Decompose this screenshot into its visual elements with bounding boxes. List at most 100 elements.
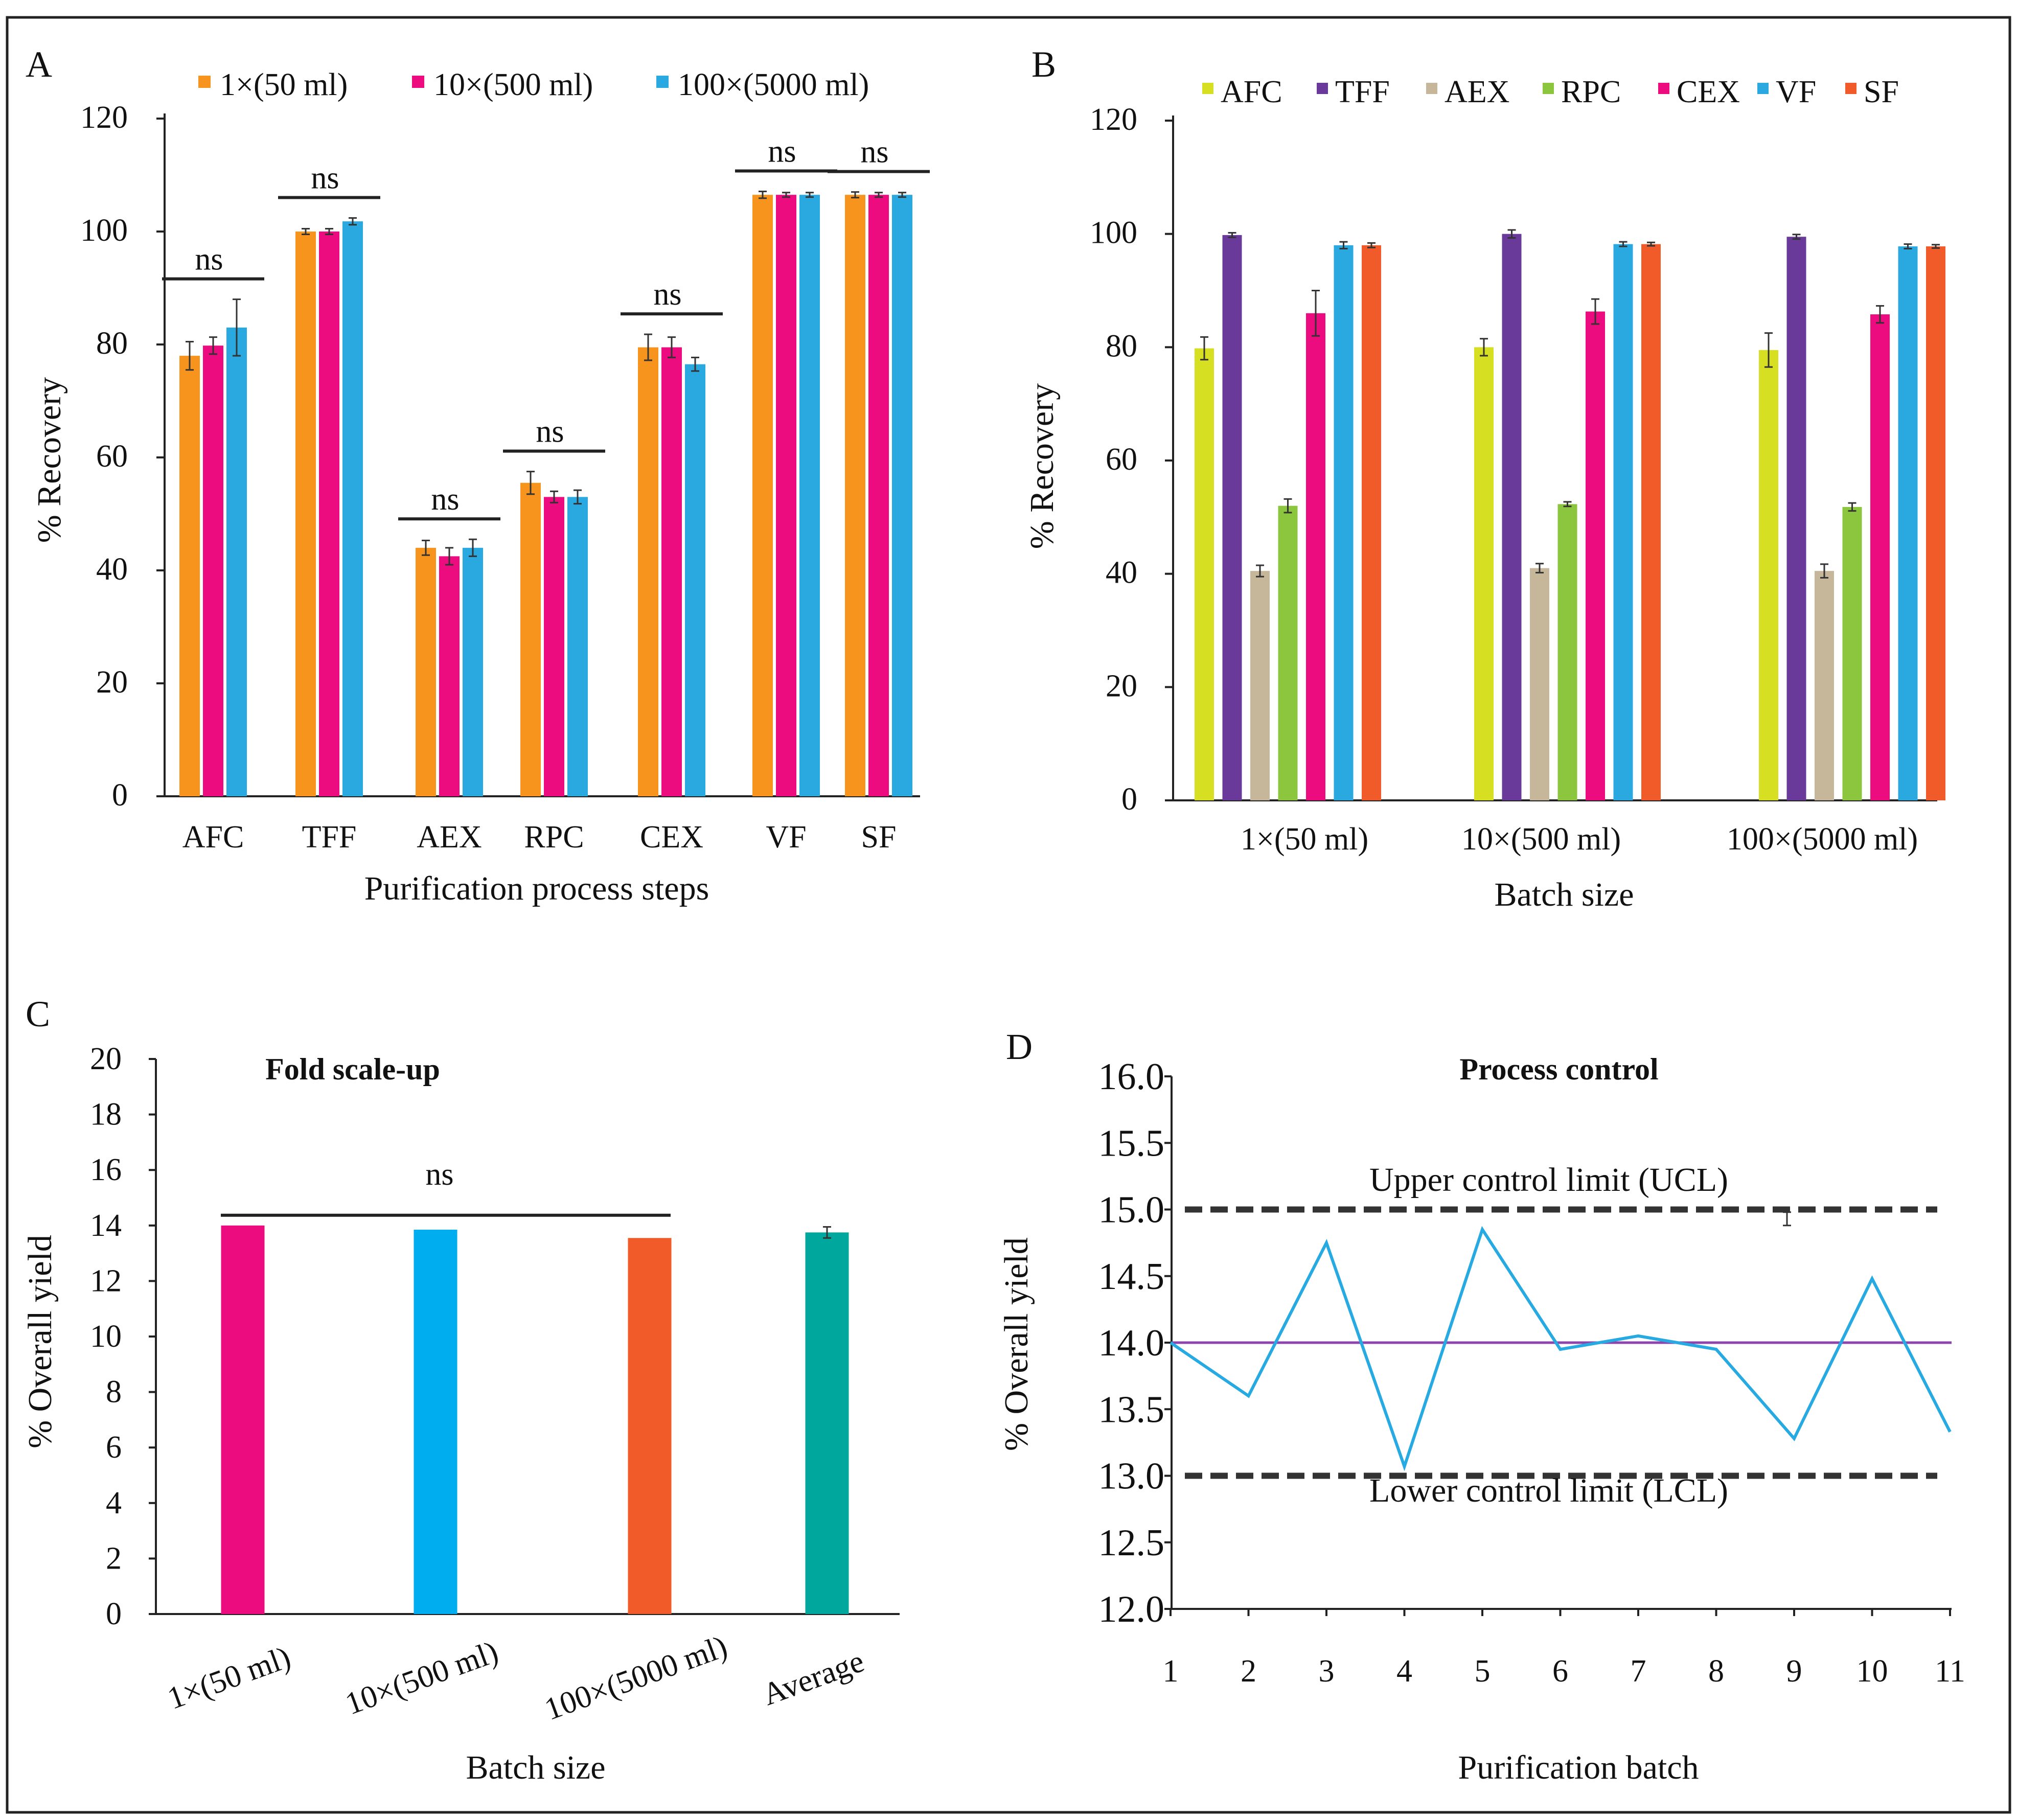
a-bar [661,347,682,796]
b-bar [1842,506,1862,800]
b-legend-swatch [1317,83,1328,94]
b-legend-label: TFF [1335,75,1390,109]
a-bar [416,547,436,796]
a-y-axis-title: % Recovery [31,377,68,543]
a-bar [544,497,564,796]
a-bar [685,364,705,796]
d-x-tick-label: 9 [1786,1654,1802,1689]
a-x-axis-title: Purification process steps [364,870,709,907]
a-y-tick-label: 80 [96,326,128,361]
b-bar [1557,504,1577,800]
a-bar [439,556,460,796]
b-legend: AFC TFF AEX RPC CEX VF SF [1202,75,1899,109]
c-y-tick-label: 2 [106,1541,122,1576]
d-x-tick-label: 1 [1163,1654,1179,1689]
b-y-tick-label: 0 [1121,782,1137,817]
b-bar [1195,348,1214,800]
b-legend-swatch [1757,83,1769,94]
a-significance-label: ns [431,482,459,517]
b-bar [1306,313,1325,800]
c-y-tick-label: 0 [106,1597,122,1631]
c-bar [628,1238,672,1614]
b-bar [1898,246,1918,800]
b-bar [1250,571,1270,800]
a-bar [179,356,200,796]
a-y-tick-label: 0 [112,778,128,813]
b-bar [1586,311,1605,800]
b-legend-swatch [1426,83,1437,94]
d-x-tick-label: 6 [1552,1654,1568,1689]
b-bar [1613,244,1633,800]
b-bar [1641,244,1661,800]
d-x-tick-label: 4 [1396,1654,1412,1689]
b-y-tick-label: 40 [1106,556,1137,590]
b-bar [1362,245,1381,800]
d-x-tick-label: 10 [1856,1654,1888,1689]
d-x-tick-label: 11 [1935,1654,1965,1689]
d-x-axis-title: Purification batch [1458,1749,1699,1786]
d-x-tick-label: 5 [1475,1654,1491,1689]
a-panel-letter: A [26,44,52,85]
a-bar [638,347,658,796]
b-bar [1474,347,1494,800]
a-legend-swatch [412,76,424,88]
b-bar [1222,235,1242,801]
a-legend-label: 1×(50 ml) [220,67,348,102]
c-bar [414,1229,457,1614]
b-legend-swatch [1845,83,1856,94]
b-bar [1786,237,1806,800]
a-y-tick-label: 60 [96,439,128,474]
b-x-tick-label: 10×(500 ml) [1461,822,1621,857]
a-bar [868,195,889,796]
a-significance-label: ns [653,277,681,312]
b-bar [1815,571,1834,800]
d-y-tick-label: 14.0 [1098,1322,1165,1364]
b-bar [1759,350,1778,800]
a-bar [226,327,247,796]
b-y-tick-label: 60 [1106,442,1137,477]
c-y-tick-label: 12 [90,1263,122,1298]
a-x-tick-label: AFC [182,820,244,855]
figure-border [6,16,2011,1814]
d-y-tick-label: 15.0 [1098,1189,1165,1231]
b-legend-label: CEX [1677,75,1740,109]
a-bar [203,345,223,796]
b-bar [1530,568,1549,800]
b-legend-label: AFC [1221,75,1282,109]
d-x-tick-label: 3 [1319,1654,1335,1689]
d-y-tick-label: 13.0 [1098,1456,1165,1498]
a-legend: 1×(50 ml) 10×(500 ml) 100×(5000 ml) [198,67,869,102]
d-x-tick-label: 7 [1631,1654,1646,1689]
a-legend-label: 10×(500 ml) [433,67,593,102]
a-bar [319,232,339,796]
panel-d: 12.0 12.5 13.0 13.5 14.0 14.5 15.0 15.5 16.0 1 2 3 4… [998,1026,1965,1786]
b-legend-label: SF [1864,75,1899,109]
c-panel-letter: C [26,994,50,1034]
c-x-axis-title: Batch size [466,1749,605,1786]
a-x-tick-label: RPC [524,820,584,855]
a-y-tick-label: 40 [96,552,128,587]
b-bar [1926,246,1945,800]
a-bar [776,195,796,796]
b-bar [1334,245,1354,800]
b-y-tick-label: 100 [1090,216,1137,250]
a-bar [752,195,773,796]
b-x-tick-label: 1×(50 ml) [1241,822,1368,857]
a-significance-label: ns [311,160,339,195]
c-chart-title: Fold scale-up [265,1052,440,1086]
a-x-tick-label: TFF [302,820,357,855]
a-bar [342,221,363,796]
d-y-tick-label: 12.0 [1098,1588,1165,1630]
panel-b: 0 20 40 60 80 100 120 1×(50 ml) 10×(500 ml) 100×(… [1023,44,1945,913]
a-x-tick-label: VF [766,820,806,855]
b-bar [1278,505,1298,800]
d-x-tick-label: 2 [1241,1654,1256,1689]
a-bar [463,547,483,796]
b-legend-swatch [1543,83,1554,94]
c-y-tick-label: 16 [90,1153,122,1187]
a-bar [567,497,588,796]
a-significance-label: ns [768,134,796,169]
b-bar [1870,314,1890,800]
a-x-tick-label: AEX [417,820,482,855]
a-bar [799,195,820,796]
